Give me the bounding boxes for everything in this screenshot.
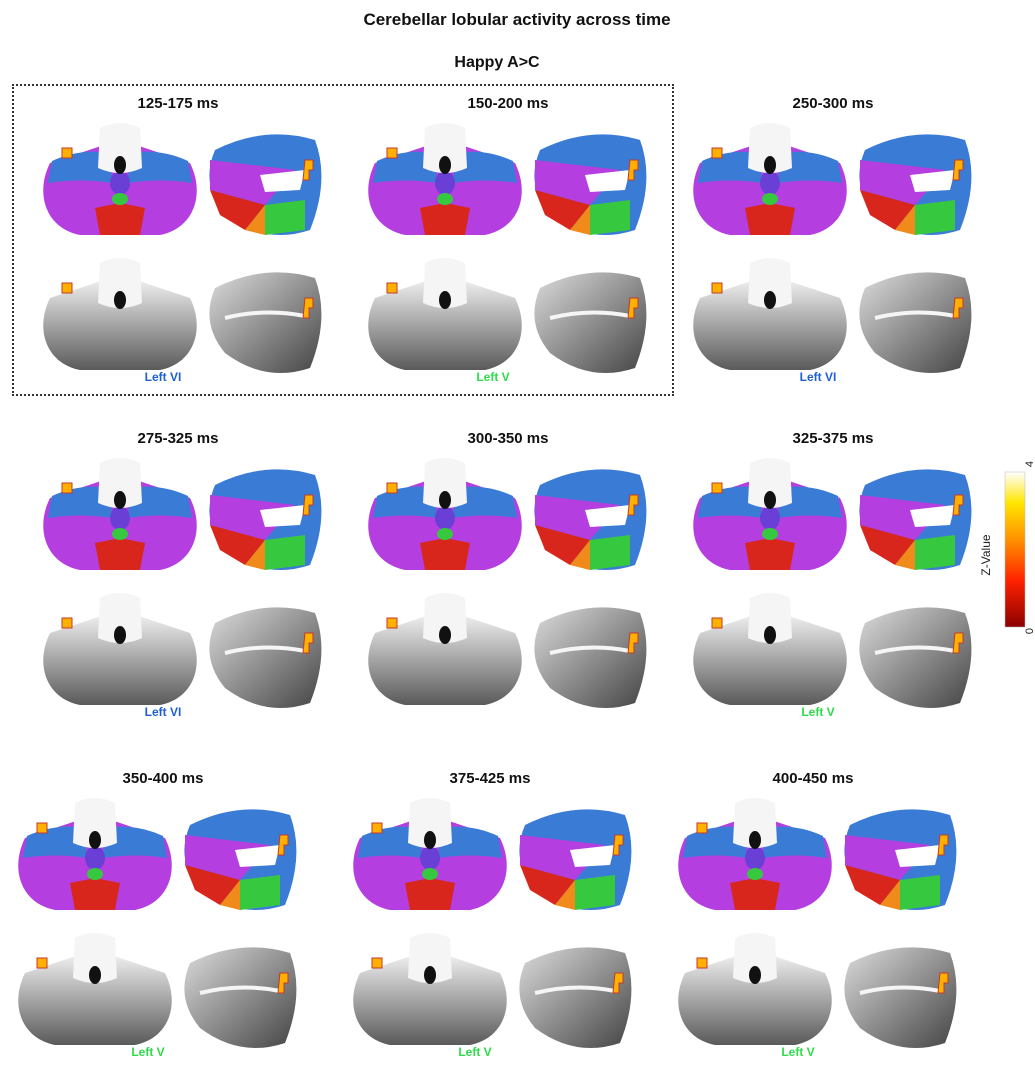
panel-time-label: 125-175 ms bbox=[137, 95, 219, 112]
panel-time-label: 300-350 ms bbox=[467, 430, 549, 447]
panel-time-label: 325-375 ms bbox=[792, 430, 874, 447]
panel-time-label: 375-425 ms bbox=[449, 770, 531, 787]
colorbar-max-label: 4 bbox=[1024, 460, 1035, 468]
panel-lobule-label: Left VI bbox=[144, 370, 182, 384]
colorbar-label: Z-Value bbox=[979, 534, 993, 576]
panel-7 bbox=[18, 798, 297, 1048]
panel-time-label: 150-200 ms bbox=[467, 95, 549, 112]
panel-5 bbox=[368, 458, 647, 708]
condition-label: Happy A>C bbox=[454, 54, 540, 71]
panel-lobule-label: Left V bbox=[781, 1045, 815, 1059]
panel-6 bbox=[693, 458, 972, 708]
panel-lobule-label: Left V bbox=[131, 1045, 165, 1059]
panel-2 bbox=[368, 123, 647, 373]
panel-9 bbox=[678, 798, 957, 1048]
colorbar-min-label: 0 bbox=[1024, 627, 1035, 635]
colorbar bbox=[1004, 471, 1026, 628]
figure-title: Cerebellar lobular activity across time bbox=[363, 10, 671, 29]
panel-lobule-label: Left VI bbox=[799, 370, 837, 384]
panel-lobule-label: Left V bbox=[458, 1045, 492, 1059]
panel-time-label: 400-450 ms bbox=[772, 770, 854, 787]
panel-time-label: 250-300 ms bbox=[792, 95, 874, 112]
panel-3 bbox=[693, 123, 972, 373]
highlight-box bbox=[12, 84, 674, 396]
panel-4 bbox=[43, 458, 322, 708]
panel-lobule-label: Left V bbox=[801, 705, 835, 719]
panel-time-label: 350-400 ms bbox=[122, 770, 204, 787]
panel-1 bbox=[43, 123, 322, 373]
panel-8 bbox=[353, 798, 632, 1048]
panel-lobule-label: Left V bbox=[476, 370, 510, 384]
panel-lobule-label: Left VI bbox=[144, 705, 182, 719]
panel-time-label: 275-325 ms bbox=[137, 430, 219, 447]
